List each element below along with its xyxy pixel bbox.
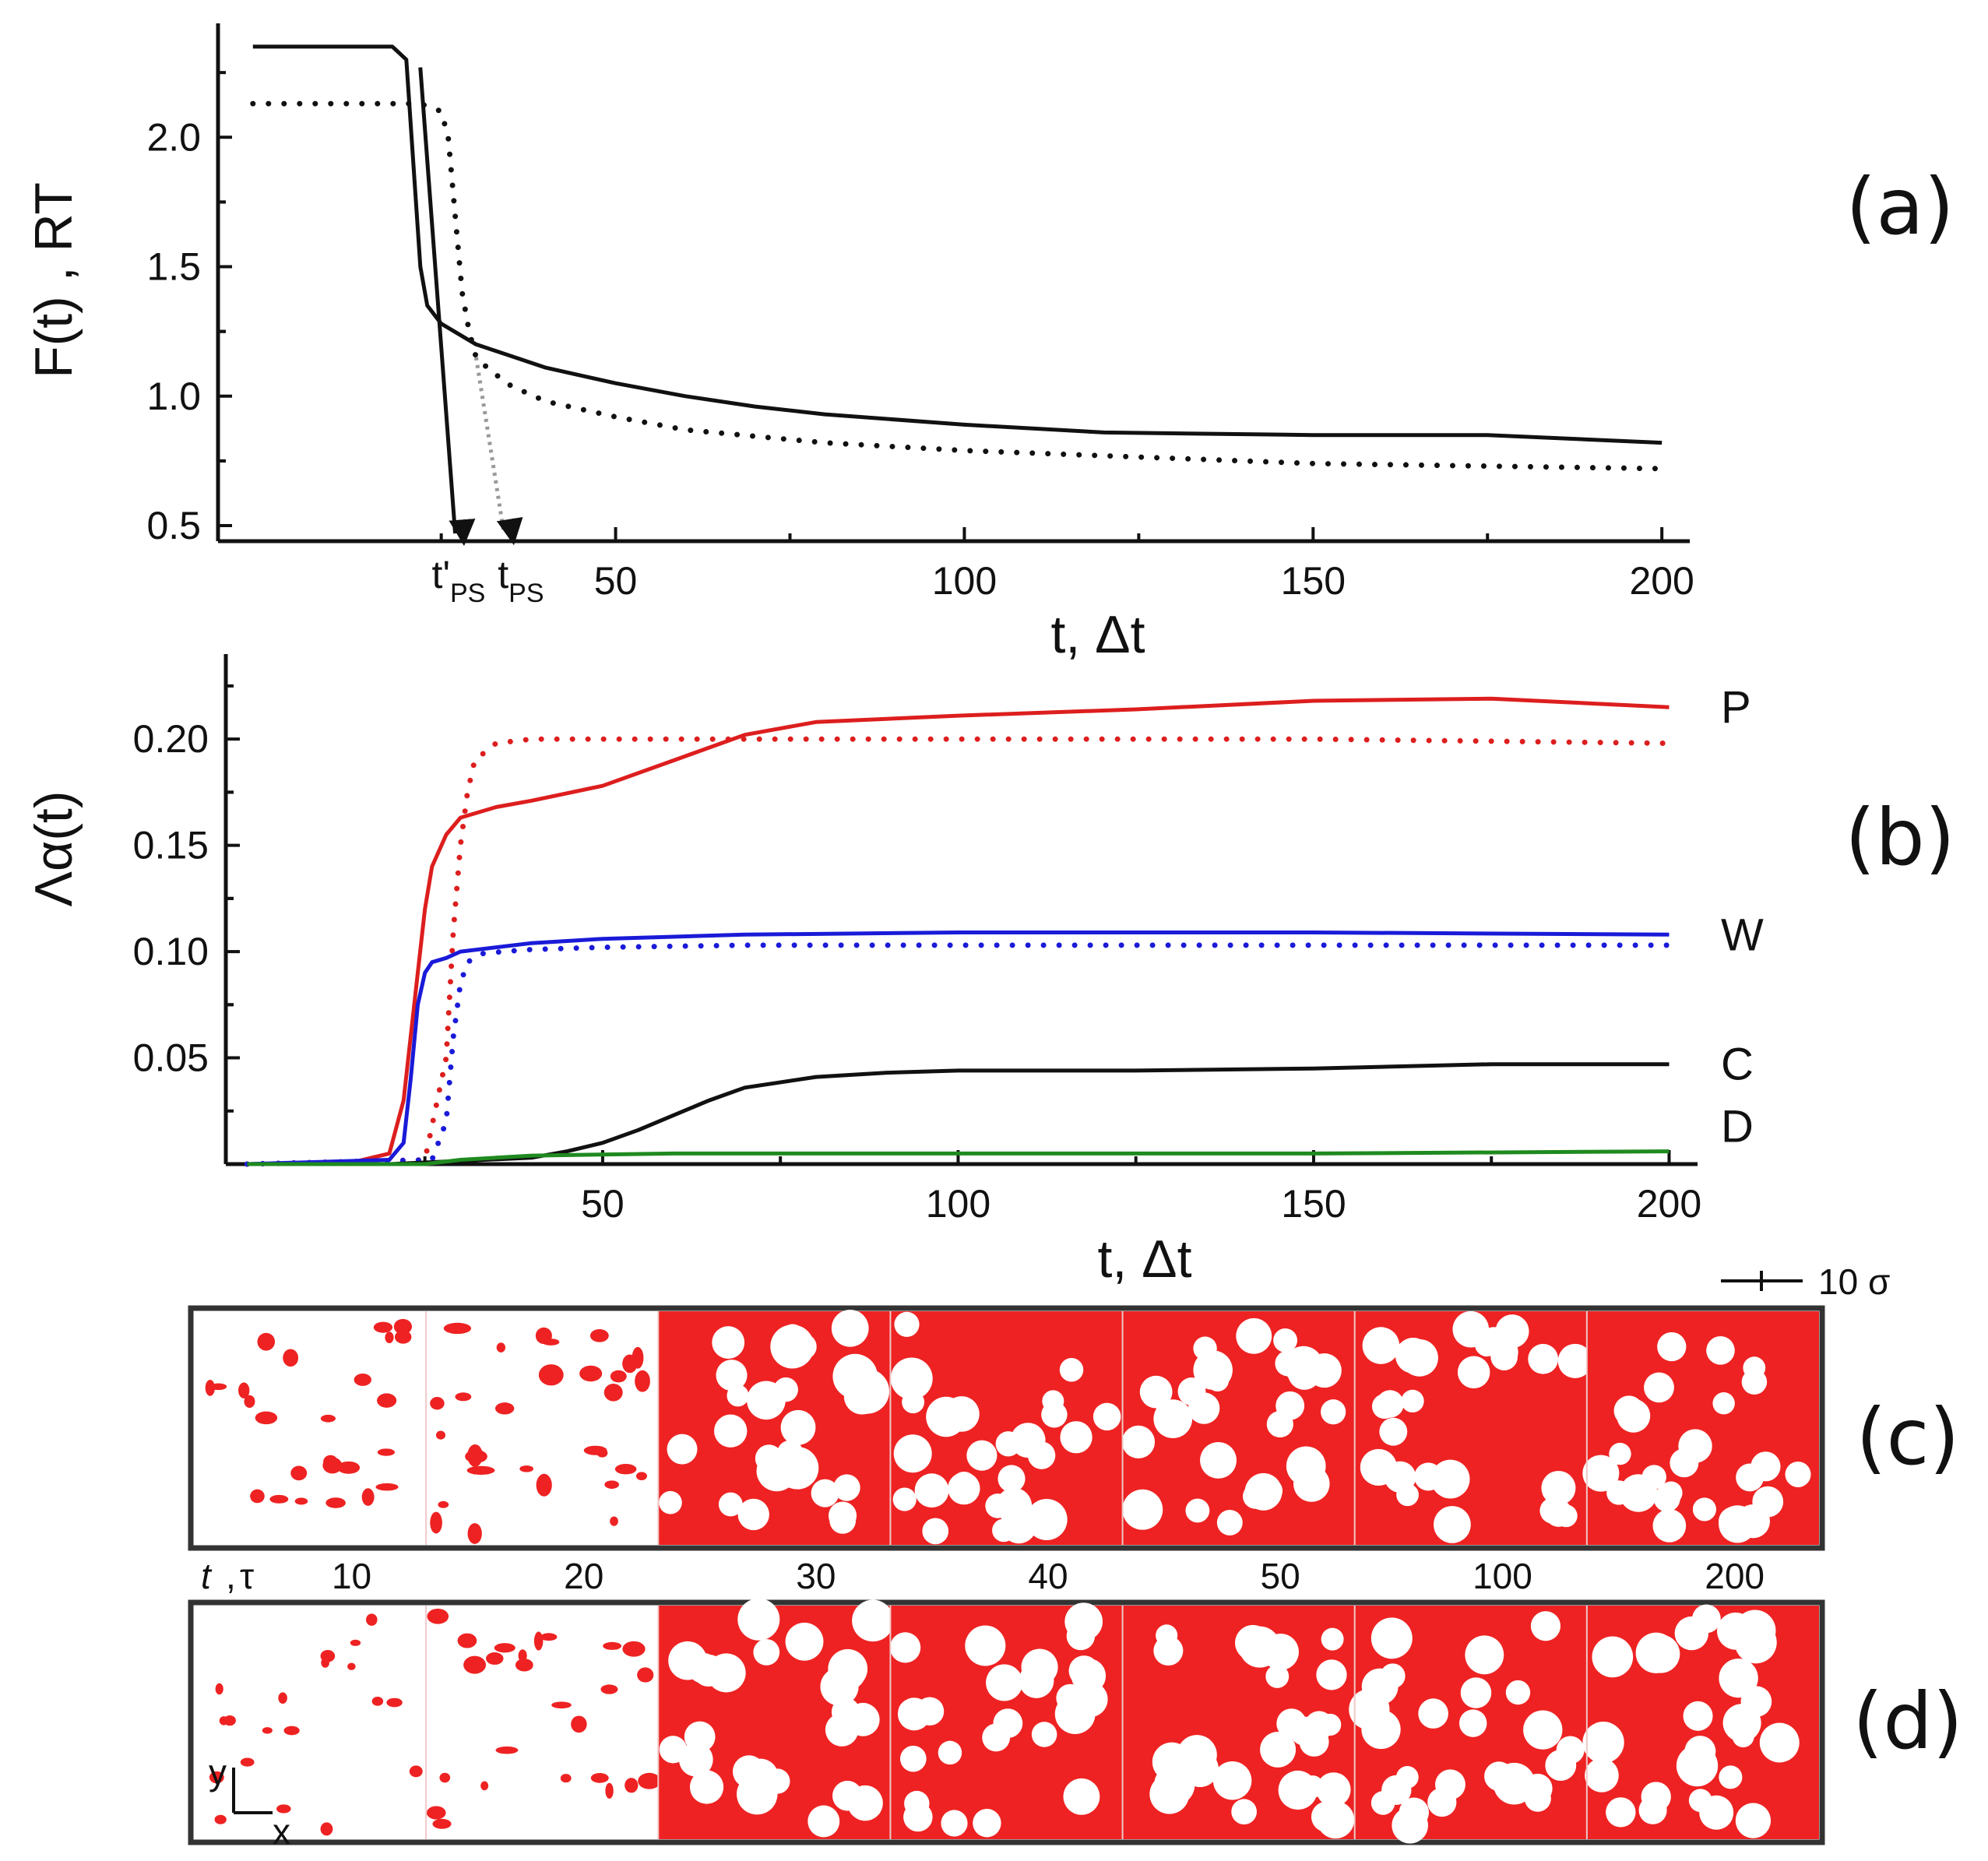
snapshot-cell-50 <box>1121 1311 1355 1545</box>
arrow-label-1: tPS <box>498 553 544 608</box>
time-label-50: 50 <box>1261 1556 1300 1596</box>
snapshot-cell-10 <box>209 1613 423 1836</box>
y-tick-label: 0.05 <box>133 1036 209 1080</box>
time-label-10: 10 <box>332 1556 371 1596</box>
series-dotted <box>250 100 1665 472</box>
snapshot-strips: 10 σ (c) t , τ 10 20 30 40 50 100 200 (d) y x <box>188 1261 1963 1852</box>
panel-a-chart: 50 100 150 200 0.5 1.0 1.5 2.0 t'PS tPS t, Δt F(… <box>24 23 1955 664</box>
snapshot-cell-200 <box>1582 1311 1819 1545</box>
snapshot-cell-40 <box>889 1602 1123 1839</box>
y-tick-label: 1.0 <box>146 375 201 418</box>
y-tick-label: 0.20 <box>133 717 209 761</box>
snapshot-cell-200 <box>1582 1604 1819 1839</box>
time-label-40: 40 <box>1028 1556 1068 1596</box>
y-tick-label: 0.10 <box>133 930 209 973</box>
x-tick-label: 200 <box>1637 1182 1701 1226</box>
snapshot-cell-50 <box>1121 1606 1355 1839</box>
snapshot-cell-30 <box>657 1598 894 1839</box>
x-tick-label: 200 <box>1629 559 1694 603</box>
panel-b-label: (b) <box>1845 792 1955 883</box>
series-label-p: P <box>1721 682 1751 733</box>
y-tick-label: 0.5 <box>146 504 201 547</box>
x-tick-label: 150 <box>1281 559 1346 603</box>
time-axis-label: t <box>201 1556 213 1596</box>
series-label-d: D <box>1721 1102 1754 1152</box>
panel-d-label: (d) <box>1853 1676 1963 1767</box>
time-label-20: 20 <box>564 1556 603 1596</box>
series-label-c: C <box>1721 1040 1754 1090</box>
panel-a-x-title: t, Δt <box>1051 605 1145 664</box>
panel-b-y-title: Λα(t) <box>24 791 83 907</box>
panel-a-y-title: F(t) , RT <box>24 182 83 378</box>
arrow-label-0: t'PS <box>432 553 486 608</box>
y-tick-label: 0.15 <box>133 824 209 867</box>
time-axis-comma: , <box>226 1556 236 1596</box>
time-label-200: 200 <box>1705 1556 1765 1596</box>
time-axis-row: t , τ 10 20 30 40 50 100 200 <box>201 1556 1765 1596</box>
panel-b-x-title: t, Δt <box>1098 1230 1192 1289</box>
panel-c-label: (c) <box>1856 1391 1959 1483</box>
snapshot-cell-100 <box>1353 1310 1592 1545</box>
snapshot-cell-20 <box>425 1311 650 1545</box>
arrow-0 <box>418 67 476 547</box>
x-tick-label: 50 <box>594 559 638 603</box>
panel-a-label: (a) <box>1845 161 1954 252</box>
xy-axes-glyph: y x <box>209 1752 290 1852</box>
x-tick-label: 50 <box>581 1182 625 1226</box>
series-c <box>247 1062 1670 1166</box>
series-solid <box>252 44 1663 445</box>
series-w <box>247 930 1670 1166</box>
time-label-100: 100 <box>1473 1556 1532 1596</box>
series-label-w: W <box>1721 909 1764 960</box>
time-axis-unit: τ <box>240 1556 254 1596</box>
y-tick-label: 2.0 <box>146 115 201 159</box>
series-p-dotted <box>244 736 1672 1167</box>
arrow-1 <box>473 357 523 546</box>
x-tick-label: 100 <box>926 1182 990 1226</box>
strip-c-snapshots <box>205 1309 1819 1545</box>
snapshot-cell-10 <box>205 1318 413 1508</box>
y-tick-label: 1.5 <box>146 245 201 289</box>
snapshot-cell-100 <box>1349 1606 1587 1844</box>
axis-x-label: x <box>273 1811 290 1852</box>
series-p <box>247 696 1670 1166</box>
strip-d-snapshots <box>209 1598 1819 1844</box>
x-tick-label: 100 <box>932 559 997 603</box>
scale-bar-label: 10 σ <box>1818 1261 1890 1302</box>
snapshot-cell-20 <box>425 1606 661 1839</box>
panel-b-chart: 50 100 150 200 0.05 0.10 0.15 0.20 P W CD t, Δt Λ… <box>24 654 1955 1289</box>
time-label-30: 30 <box>796 1556 836 1596</box>
series-w-dotted <box>244 942 1672 1167</box>
x-tick-label: 150 <box>1281 1182 1346 1226</box>
snapshot-cell-40 <box>889 1311 1123 1545</box>
series-d <box>247 1149 1670 1166</box>
snapshot-cell-30 <box>657 1309 891 1545</box>
axis-y-label: y <box>209 1752 227 1792</box>
